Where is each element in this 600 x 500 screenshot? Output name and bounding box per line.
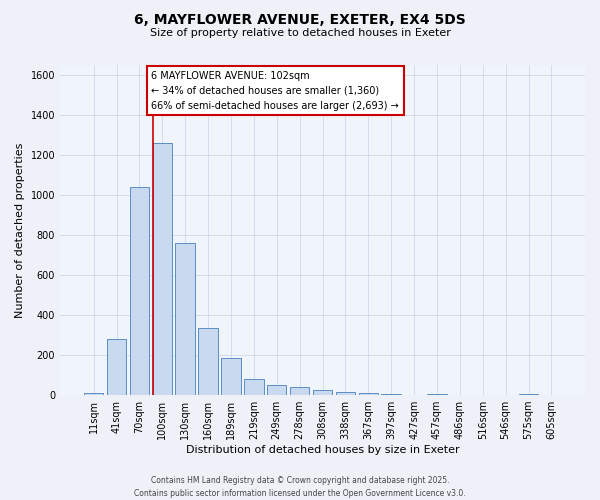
Text: Contains HM Land Registry data © Crown copyright and database right 2025.
Contai: Contains HM Land Registry data © Crown c…	[134, 476, 466, 498]
Bar	[244, 379, 263, 395]
Y-axis label: Number of detached properties: Number of detached properties	[15, 142, 25, 318]
Bar	[152, 143, 172, 395]
Bar	[290, 388, 310, 395]
Bar	[199, 328, 218, 395]
Text: 6, MAYFLOWER AVENUE, EXETER, EX4 5DS: 6, MAYFLOWER AVENUE, EXETER, EX4 5DS	[134, 12, 466, 26]
Bar	[130, 187, 149, 395]
X-axis label: Distribution of detached houses by size in Exeter: Distribution of detached houses by size …	[186, 445, 460, 455]
Bar	[175, 243, 195, 395]
Bar	[221, 358, 241, 395]
Bar	[84, 393, 103, 395]
Text: 6 MAYFLOWER AVENUE: 102sqm
← 34% of detached houses are smaller (1,360)
66% of s: 6 MAYFLOWER AVENUE: 102sqm ← 34% of deta…	[151, 71, 399, 110]
Bar	[267, 385, 286, 395]
Bar	[335, 392, 355, 395]
Bar	[107, 339, 126, 395]
Bar	[359, 394, 378, 395]
Text: Size of property relative to detached houses in Exeter: Size of property relative to detached ho…	[149, 28, 451, 38]
Bar	[382, 394, 401, 395]
Bar	[313, 390, 332, 395]
Bar	[427, 394, 446, 395]
Bar	[519, 394, 538, 395]
